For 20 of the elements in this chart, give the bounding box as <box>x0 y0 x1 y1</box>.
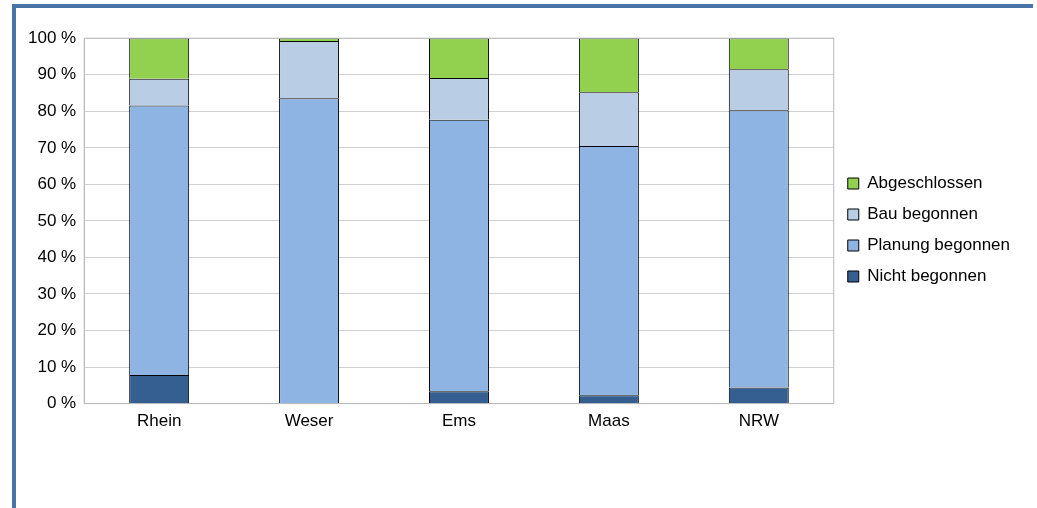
legend-label: Bau begonnen <box>867 204 978 224</box>
y-tick-label: 60 % <box>37 174 77 194</box>
y-tick-label: 100 % <box>28 27 77 47</box>
legend-label: Abgeschlossen <box>867 173 983 193</box>
y-tick-label: 70 % <box>37 137 77 157</box>
x-tick-label: Rhein <box>136 411 182 431</box>
x-tick-label: Weser <box>284 411 334 431</box>
x-tick-label: Ems <box>441 411 476 431</box>
y-tick-label: 80 % <box>37 100 77 120</box>
legend-label: Planung begonnen <box>867 235 1010 255</box>
y-tick-label: 40 % <box>37 247 77 267</box>
x-tick-label: NRW <box>738 411 779 431</box>
y-tick-label: 30 % <box>37 283 77 303</box>
y-tick-label: 0 % <box>46 393 77 413</box>
legend-label: Nicht begonnen <box>867 266 987 286</box>
y-tick-label: 90 % <box>37 64 77 84</box>
y-tick-label: 10 % <box>37 356 77 376</box>
y-tick-label: 50 % <box>37 210 77 230</box>
y-tick-label: 20 % <box>37 320 77 340</box>
x-tick-label: Maas <box>588 411 630 431</box>
